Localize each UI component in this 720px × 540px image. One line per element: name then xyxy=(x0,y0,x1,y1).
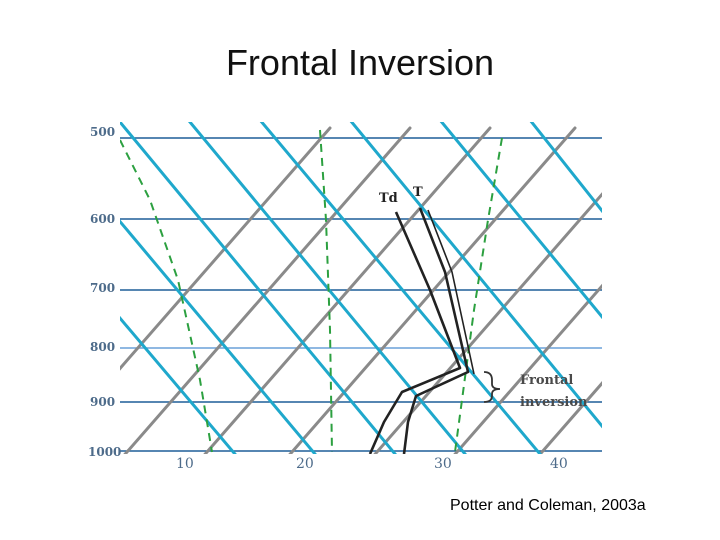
slide-title: Frontal Inversion xyxy=(225,42,495,83)
temperature-curve-label: T xyxy=(413,185,423,200)
temperature-label: 30 xyxy=(434,456,452,472)
isotherm-line xyxy=(538,381,602,454)
dry-adiabat-line xyxy=(120,219,317,454)
dry-adiabat-line xyxy=(529,122,602,214)
sounding-curves xyxy=(368,207,475,454)
isotherm-line xyxy=(203,126,492,454)
dry-adiabat-line xyxy=(439,122,602,320)
dry-adiabat-line xyxy=(187,122,467,454)
inversion-bracket xyxy=(483,371,501,403)
dry-adiabat-line xyxy=(349,122,602,429)
temperature-label: 10 xyxy=(176,456,194,472)
temperature-label: 20 xyxy=(296,456,314,472)
pressure-label: 1000 xyxy=(88,445,121,459)
dry-adiabat-lines xyxy=(120,122,602,454)
pressure-label: 700 xyxy=(90,281,115,295)
mixing-ratio-lines xyxy=(120,129,503,453)
dry-adiabat-line xyxy=(120,315,237,454)
temperature-label: 40 xyxy=(550,456,568,472)
pressure-label: 600 xyxy=(90,212,115,226)
isotherm-line xyxy=(123,126,412,454)
frontal-inversion-label-line2: inversion xyxy=(520,395,588,410)
dewpoint-curve-label: Td xyxy=(379,191,398,206)
dry-adiabat-line xyxy=(120,122,397,454)
pressure-label: 900 xyxy=(90,395,115,409)
isotherm-line xyxy=(120,126,332,371)
frontal-inversion-label-line1: Frontal xyxy=(520,373,573,388)
mixing-ratio-line xyxy=(319,129,333,453)
dry-adiabat-line xyxy=(259,122,542,454)
pressure-axis: 500 600 700 800 900 1000 xyxy=(88,125,121,459)
temperature-curve-outline xyxy=(427,209,475,375)
isotherm-line xyxy=(373,192,602,454)
mixing-ratio-line xyxy=(120,139,213,453)
dewpoint-curve xyxy=(368,211,462,454)
mixing-ratio-line xyxy=(454,137,503,453)
pressure-label: 500 xyxy=(90,125,115,139)
pressure-label: 800 xyxy=(90,340,115,354)
isotherm-line xyxy=(288,126,577,454)
isotherm-lines xyxy=(120,126,602,454)
temperature-curve xyxy=(402,207,470,454)
source-credit: Potter and Coleman, 2003a xyxy=(450,497,646,514)
temperature-axis: 10 20 30 40 xyxy=(176,456,568,472)
